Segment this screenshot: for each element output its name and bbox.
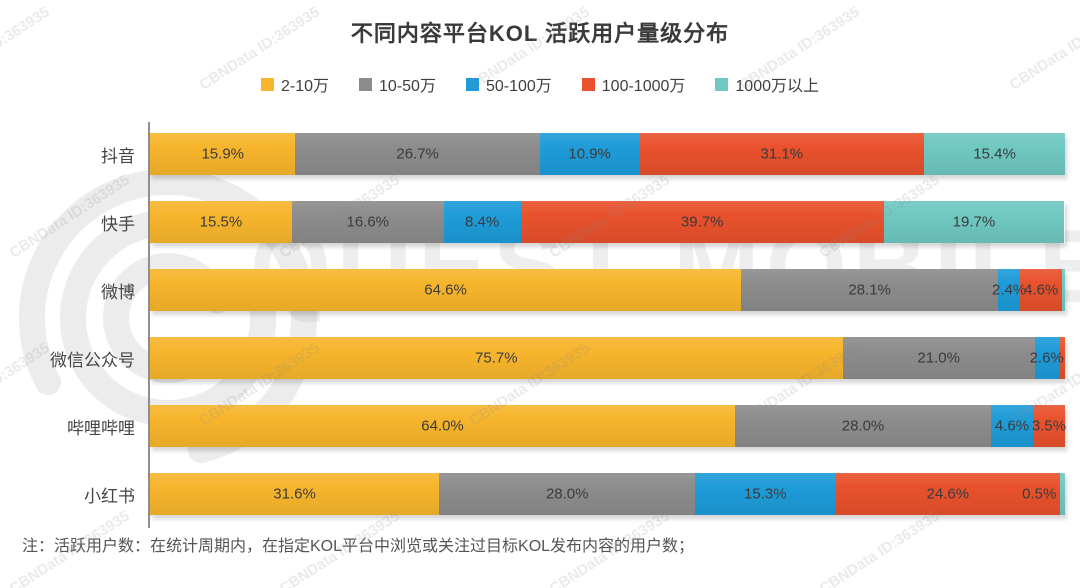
category-label: 哔哩哔哩 bbox=[67, 418, 135, 438]
bar-value-label: 31.1% bbox=[760, 145, 804, 163]
y-axis-line bbox=[148, 122, 150, 528]
bar-segment: 28.0% bbox=[735, 405, 991, 447]
bar-segment: 15.3% bbox=[695, 473, 836, 515]
bar-segment: 15.9% bbox=[150, 133, 296, 175]
bar-value-label: 8.4% bbox=[465, 213, 500, 231]
bar-track: 75.7% 21.0% 2.6% bbox=[150, 337, 1065, 379]
bar-track: 15.9% 26.7% 10.9% 31.1% 15.4% bbox=[150, 133, 1065, 175]
bar-row-5: 小红书 31.6% 28.0% 15.3% 24.6% 0.5% bbox=[0, 460, 1080, 528]
bar-segment: 21.0% bbox=[842, 337, 1035, 379]
bar-value-label: 15.4% bbox=[973, 145, 1016, 163]
bar-segment: 31.6% bbox=[150, 473, 440, 515]
legend-swatch-icon bbox=[465, 77, 479, 91]
bar-value-label: 64.6% bbox=[424, 281, 467, 299]
bar-segment: 19.7% bbox=[883, 201, 1065, 243]
bar-value-label: 0.5% bbox=[1022, 485, 1057, 503]
bar-value-label: 31.6% bbox=[273, 485, 316, 503]
bar-segment: 26.7% bbox=[295, 133, 540, 175]
bar-segment: 64.0% bbox=[150, 405, 736, 447]
legend: 2-10万 10-50万 50-100万 100-1000万 1000万以上 bbox=[0, 72, 1080, 96]
bar-segment: 10.9% bbox=[539, 133, 640, 175]
bar-segment: 75.7% bbox=[150, 337, 843, 379]
bar-track: 31.6% 28.0% 15.3% 24.6% 0.5% bbox=[150, 473, 1065, 515]
category-label: 小红书 bbox=[84, 486, 135, 506]
bar-segment: 64.6% bbox=[150, 269, 742, 311]
bar-segment: 3.5% bbox=[1031, 405, 1067, 447]
legend-item-2: 50-100万 bbox=[465, 72, 552, 96]
legend-label: 100-1000万 bbox=[601, 78, 686, 95]
legend-item-3: 100-1000万 bbox=[581, 72, 686, 96]
bar-value-label: 28.0% bbox=[545, 485, 589, 503]
bar-value-label: 26.7% bbox=[396, 145, 439, 163]
bar-segment bbox=[1058, 337, 1065, 379]
bar-segment: 24.6% bbox=[835, 473, 1061, 515]
plot-area: 抖音 15.9% 26.7% 10.9% 31.1% 15.4% 快手 15.5% 16.6% 8… bbox=[0, 120, 1080, 530]
bar-segment: 15.4% bbox=[924, 133, 1065, 175]
bar-track: 15.5% 16.6% 8.4% 39.7% 19.7% bbox=[150, 201, 1065, 243]
bar-row-3: 微信公众号 75.7% 21.0% 2.6% bbox=[0, 324, 1080, 392]
bar-segment: 2.6% bbox=[1030, 337, 1064, 379]
bar-row-1: 快手 15.5% 16.6% 8.4% 39.7% 19.7% bbox=[0, 188, 1080, 256]
bar-segment: 15.5% bbox=[150, 201, 292, 243]
bar-track: 64.6% 28.1% 2.4% 4.6% bbox=[150, 269, 1065, 311]
legend-item-0: 2-10万 bbox=[260, 72, 330, 96]
bar-value-label: 64.0% bbox=[421, 417, 464, 435]
bar-value-label: 19.7% bbox=[952, 213, 996, 231]
category-label: 抖音 bbox=[101, 146, 135, 166]
bar-segment: 8.4% bbox=[443, 201, 521, 243]
bar-value-label: 15.3% bbox=[744, 485, 787, 503]
bar-segment: 4.6% bbox=[1020, 269, 1063, 311]
category-label: 微信公众号 bbox=[50, 350, 135, 370]
legend-swatch-icon bbox=[359, 77, 373, 91]
category-label: 快手 bbox=[101, 214, 135, 234]
bar-value-label: 16.6% bbox=[346, 213, 390, 231]
legend-label: 10-50万 bbox=[379, 78, 436, 95]
bar-value-label: 21.0% bbox=[917, 349, 960, 367]
legend-label: 50-100万 bbox=[485, 78, 552, 95]
bar-value-label: 24.6% bbox=[926, 485, 970, 503]
bar-row-4: 哔哩哔哩 64.0% 28.0% 4.6% 3.5% bbox=[0, 392, 1080, 460]
category-label: 微博 bbox=[101, 282, 135, 302]
bar-value-label: 2.4% bbox=[992, 281, 1027, 299]
legend-label: 2-10万 bbox=[280, 78, 330, 95]
bar-segment: 4.6% bbox=[990, 405, 1033, 447]
bar-value-label: 28.0% bbox=[841, 417, 885, 435]
bar-value-label: 28.1% bbox=[848, 281, 891, 299]
bar-row-2: 微博 64.6% 28.1% 2.4% 4.6% bbox=[0, 256, 1080, 324]
bar-segment: 31.1% bbox=[639, 133, 925, 175]
legend-label: 1000万以上 bbox=[735, 78, 820, 95]
bar-value-label: 3.5% bbox=[1031, 417, 1067, 435]
bar-value-label: 15.9% bbox=[201, 145, 245, 163]
legend-swatch-icon bbox=[715, 77, 729, 91]
bar-value-label: 15.5% bbox=[199, 213, 243, 231]
bar-value-label: 2.6% bbox=[1029, 349, 1064, 367]
bar-segment: 28.0% bbox=[439, 473, 696, 515]
bar-segment: 0.5% bbox=[1022, 473, 1065, 515]
bar-segment: 2.4% bbox=[992, 269, 1026, 311]
legend-swatch-icon bbox=[260, 77, 274, 91]
legend-item-1: 10-50万 bbox=[359, 72, 436, 96]
legend-swatch-icon bbox=[581, 77, 595, 91]
bar-segment bbox=[1062, 269, 1065, 311]
bar-segment: 39.7% bbox=[520, 201, 884, 243]
chart-title: 不同内容平台KOL 活跃用户量级分布 bbox=[350, 21, 730, 46]
bar-segment: 28.1% bbox=[741, 269, 999, 311]
bar-value-label: 4.6% bbox=[994, 417, 1030, 435]
bar-segment: 16.6% bbox=[291, 201, 444, 243]
legend-item-4: 1000万以上 bbox=[715, 72, 819, 96]
bar-row-0: 抖音 15.9% 26.7% 10.9% 31.1% 15.4% bbox=[0, 120, 1080, 188]
bar-value-label: 39.7% bbox=[680, 213, 724, 231]
bar-track: 64.0% 28.0% 4.6% 3.5% bbox=[150, 405, 1067, 447]
footnote: 注：活跃用户数：在统计周期内，在指定KOL平台中浏览或关注过目标KOL发布内容的… bbox=[22, 538, 695, 555]
bar-value-label: 75.7% bbox=[475, 349, 518, 367]
bar-value-label: 10.9% bbox=[568, 145, 611, 163]
bar-value-label: 4.6% bbox=[1024, 281, 1059, 299]
